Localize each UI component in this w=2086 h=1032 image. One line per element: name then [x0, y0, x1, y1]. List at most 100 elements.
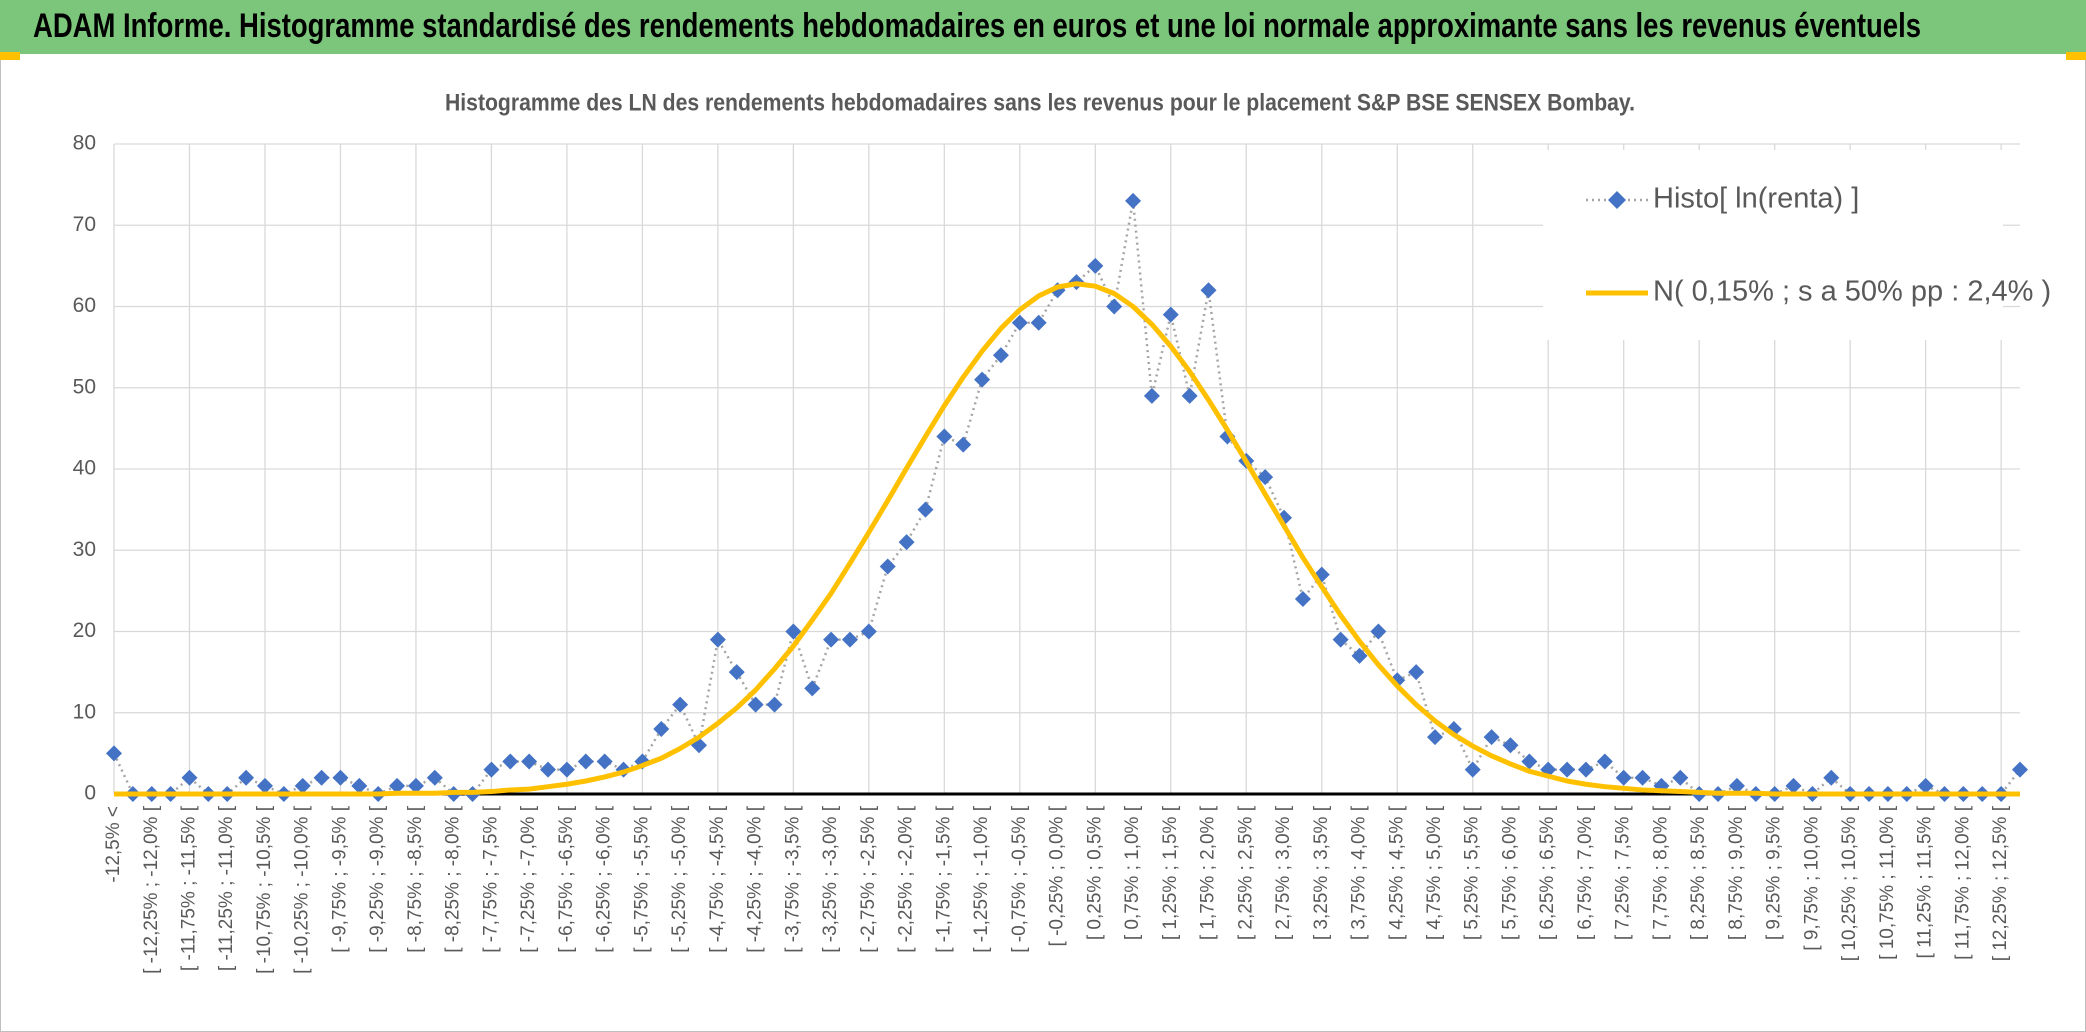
data-point [1030, 314, 1047, 331]
data-point [728, 664, 745, 681]
data-point [540, 761, 557, 778]
data-point [1106, 298, 1123, 315]
x-tick-label: [ 4,25% ; 4,5% [ [1386, 805, 1407, 940]
x-tick-label: [ 5,25% ; 5,5% [ [1462, 805, 1483, 940]
data-point [1143, 387, 1160, 404]
corner-mark [2066, 52, 2086, 60]
data-point [558, 761, 575, 778]
data-point [974, 371, 991, 388]
data-point [1823, 769, 1840, 786]
x-tick-label: [ -2,75% ; -2,5% [ [858, 805, 879, 953]
corner-mark [0, 52, 20, 60]
x-tick-label: [ 5,75% ; 6,0% [ [1499, 805, 1520, 940]
x-tick-label: [ -8,25% ; -8,0% [ [443, 805, 464, 953]
x-tick-label: [ -9,25% ; -9,0% [ [367, 805, 388, 953]
x-tick-label: [ -0,75% ; -0,5% [ [1009, 805, 1030, 953]
data-point [1672, 769, 1689, 786]
series-line [114, 281, 2020, 797]
x-tick-label: [ 1,75% ; 2,0% [ [1198, 805, 1219, 940]
x-tick-label: [ 2,25% ; 2,5% [ [1235, 805, 1256, 940]
x-tick-label: [ -2,25% ; -2,0% [ [896, 805, 917, 953]
y-tick-label: 50 [73, 375, 96, 398]
data-point [313, 769, 330, 786]
x-tick-label: [ -10,75% ; -10,5% [ [254, 805, 275, 974]
data-point [1596, 753, 1613, 770]
x-tick-label: [ -7,75% ; -7,5% [ [480, 805, 501, 953]
chart-title: Histogramme des LN des rendements hebdom… [445, 89, 1635, 116]
x-tick-label: [ -6,75% ; -6,5% [ [556, 805, 577, 953]
x-tick-label: [ -3,75% ; -3,5% [ [782, 805, 803, 953]
y-tick-label: 60 [73, 294, 96, 317]
data-point [917, 501, 934, 518]
data-point [1502, 737, 1519, 754]
data-point [1917, 777, 1934, 794]
data-point [1483, 729, 1500, 746]
x-tick-label: [ 7,75% ; 8,0% [ [1650, 805, 1671, 940]
data-point [992, 347, 1009, 364]
data-point [1125, 192, 1142, 209]
x-tick-label: [ -0,25% ; 0,0% [ [1047, 805, 1068, 946]
data-point [521, 753, 538, 770]
data-point [936, 428, 953, 445]
x-tick-label: [ 1,25% ; 1,5% [ [1160, 805, 1181, 940]
y-tick-label: 80 [73, 132, 96, 155]
x-tick-label: [ 11,75% ; 12,0% [ [1952, 805, 1973, 960]
data-point [1332, 631, 1349, 648]
data-point [1426, 729, 1443, 746]
data-point [502, 753, 519, 770]
x-tick-label: [ 11,25% ; 11,5% [ [1915, 805, 1936, 958]
x-tick-label: [ -10,25% ; -10,0% [ [292, 805, 313, 974]
y-tick-label: 40 [73, 457, 96, 480]
data-point [860, 623, 877, 640]
data-point [332, 769, 349, 786]
y-tick-label: 20 [73, 619, 96, 642]
x-tick-label: [ 12,25% ; 12,5% [ [1990, 805, 2011, 961]
data-point [181, 769, 198, 786]
x-tick-label: [ -1,75% ; -1,5% [ [933, 805, 954, 953]
x-tick-label: -12,5% < [103, 806, 124, 883]
data-point [1521, 753, 1538, 770]
x-tick-label: [ -3,25% ; -3,0% [ [820, 805, 841, 953]
x-tick-label: [ -8,75% ; -8,5% [ [405, 805, 426, 953]
x-tick-label: [ 6,75% ; 7,0% [ [1575, 805, 1596, 940]
data-point [577, 753, 594, 770]
data-point [841, 631, 858, 648]
x-tick-label: [ 9,75% ; 10,0% [ [1801, 805, 1822, 950]
data-point [1370, 623, 1387, 640]
x-tick-label: [ 6,25% ; 6,5% [ [1537, 805, 1558, 940]
x-tick-label: [ 9,25% ; 9,5% [ [1764, 805, 1785, 940]
data-point [407, 777, 424, 794]
x-tick-label: [ -7,25% ; -7,0% [ [518, 805, 539, 953]
legend-label: N( 0,15% ; s a 50% pp : 2,4% ) [1653, 276, 2051, 308]
data-point [1634, 769, 1651, 786]
x-tick-label: [ -9,75% ; -9,5% [ [329, 805, 350, 953]
data-point [1785, 777, 1802, 794]
legend-label: Histo[ ln(renta) ] [1653, 183, 1859, 215]
data-point [1257, 469, 1274, 486]
data-point [1294, 591, 1311, 607]
legend-box [1543, 150, 2003, 340]
y-tick-label: 10 [73, 700, 96, 723]
x-tick-label: [ -11,25% ; -11,0% [ [216, 805, 237, 971]
data-point [766, 696, 783, 713]
data-point [1087, 257, 1104, 274]
y-tick-label: 70 [73, 213, 96, 236]
x-tick-label: [ -5,25% ; -5,0% [ [669, 805, 690, 953]
x-tick-label: [ 10,75% ; 11,0% [ [1877, 805, 1898, 960]
data-point [1728, 777, 1745, 794]
y-tick-label: 30 [73, 538, 96, 561]
x-tick-label: [ -12,25% ; -12,0% [ [141, 805, 162, 974]
data-point [106, 745, 122, 762]
data-point [823, 631, 840, 648]
data-point [256, 777, 273, 794]
x-tick-label: [ -6,25% ; -6,0% [ [594, 805, 615, 953]
data-point [709, 631, 726, 648]
x-tick-label: [ -4,25% ; -4,0% [ [745, 805, 766, 953]
data-point [483, 761, 500, 778]
x-tick-label: [ 2,75% ; 3,0% [ [1273, 805, 1294, 940]
x-tick-label: [ 0,75% ; 1,0% [ [1122, 805, 1143, 940]
data-point [1408, 664, 1425, 681]
data-point [653, 721, 670, 737]
data-point [294, 777, 311, 794]
data-point [1162, 306, 1179, 323]
